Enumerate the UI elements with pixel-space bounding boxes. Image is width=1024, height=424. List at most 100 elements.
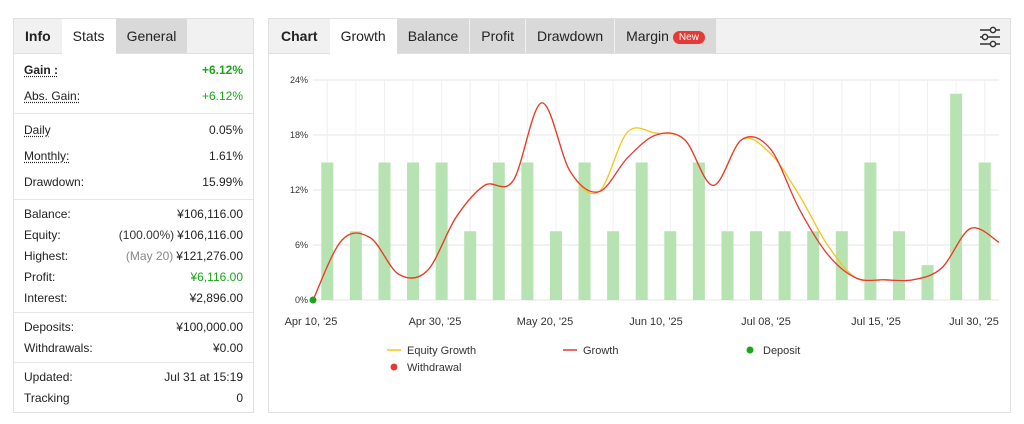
balance-value: ¥106,116.00 <box>177 206 243 221</box>
chart-bar[interactable] <box>721 231 734 300</box>
chart-bar[interactable] <box>950 93 963 300</box>
withdrawals-label: Withdrawals: <box>24 340 93 355</box>
daily-row: Daily 0.05% <box>14 117 253 143</box>
drawdown-value: 15.99% <box>202 175 243 189</box>
x-tick-label: Jul 15, '25 <box>851 316 901 328</box>
chart-bar[interactable] <box>464 231 477 300</box>
balance-label: Balance: <box>24 206 71 221</box>
chart-bar[interactable] <box>349 231 362 300</box>
tracking-value: 0 <box>236 390 243 405</box>
gain-row: Gain : +6.12% <box>14 57 253 83</box>
highest-row: Highest: (May 20) ¥121,276.00 <box>14 245 253 266</box>
chart-bar[interactable] <box>807 231 820 300</box>
y-tick-label: 18% <box>290 130 308 140</box>
y-tick-label: 12% <box>290 185 308 195</box>
x-tick-label: Jul 08, '25 <box>741 316 791 328</box>
equity-value: ¥106,116.00 <box>177 227 243 242</box>
legend-label[interactable]: Withdrawal <box>407 362 461 374</box>
growth-chart: 0% 6% 12% 18% 24% Apr 10, '25 Apr 30, '25 May 2… <box>285 75 1000 374</box>
chart-bar[interactable] <box>692 162 705 301</box>
x-tick-label: Apr 10, '25 <box>285 316 338 328</box>
chart-bar[interactable] <box>635 162 648 301</box>
withdrawals-row: Withdrawals: ¥0.00 <box>14 337 253 358</box>
x-tick-label: Jul 30, '25 <box>949 316 999 328</box>
deposits-value: ¥100,000.00 <box>176 319 243 334</box>
stats-panel: Info Stats General Gain : +6.12% Abs. Ga… <box>13 18 254 413</box>
updated-row: Updated: Jul 31 at 15:19 <box>14 366 253 387</box>
highest-label: Highest: <box>24 248 69 263</box>
tab-stats[interactable]: Stats <box>61 19 116 55</box>
chart-tabs: Chart Growth Balance Profit Drawdown Mar… <box>269 19 1010 55</box>
chart-bar[interactable] <box>607 231 620 300</box>
interest-row: Interest: ¥2,896.00 <box>14 287 253 308</box>
chart-bar[interactable] <box>921 265 934 300</box>
chart-bar[interactable] <box>549 231 562 300</box>
y-tick-label: 6% <box>295 240 308 250</box>
y-tick-label: 24% <box>290 75 308 85</box>
chart-bar[interactable] <box>864 162 877 301</box>
legend-label[interactable]: Equity Growth <box>407 345 476 357</box>
tab-margin[interactable]: Margin New <box>615 19 716 53</box>
chart-bar[interactable] <box>378 162 391 301</box>
monthly-row: Monthly: 1.61% <box>14 143 253 169</box>
deposit-point[interactable] <box>309 296 317 304</box>
chart-bar[interactable] <box>321 162 334 301</box>
tab-growth[interactable]: Growth <box>329 19 397 55</box>
daily-label[interactable]: Daily <box>24 123 51 137</box>
monthly-value: 1.61% <box>208 149 243 163</box>
legend-label[interactable]: Deposit <box>763 345 800 357</box>
y-tick-label: 0% <box>295 295 308 305</box>
chart-bar[interactable] <box>664 231 677 300</box>
drawdown-label: Drawdown: <box>24 175 85 189</box>
tab-drawdown[interactable]: Drawdown <box>525 19 616 53</box>
deposits-label: Deposits: <box>24 319 75 334</box>
tab-balance[interactable]: Balance <box>396 19 471 53</box>
equity-note: (100.00%) <box>118 227 175 242</box>
tab-margin-label: Margin <box>626 28 669 44</box>
x-tick-label: May 20, '25 <box>517 316 574 328</box>
profit-row: Profit: ¥6,116.00 <box>14 266 253 287</box>
chart-bar[interactable] <box>521 162 534 301</box>
deposits-group: Deposits: ¥100,000.00 Withdrawals: ¥0.00 <box>14 313 253 363</box>
balance-group: Balance: ¥106,116.00 Equity: (100.00%) ¥1… <box>14 200 253 313</box>
profit-value: ¥6,116.00 <box>190 269 244 284</box>
tab-profit[interactable]: Profit <box>470 19 526 53</box>
rates-group: Daily 0.05% Monthly: 1.61% Drawdown: 15.… <box>14 114 253 200</box>
drawdown-row: Drawdown: 15.99% <box>14 169 253 195</box>
chart-bar[interactable] <box>778 231 791 300</box>
growth-line[interactable] <box>312 102 1000 301</box>
gain-group: Gain : +6.12% Abs. Gain: +6.12% <box>14 54 253 114</box>
highest-note: (May 20) <box>125 248 174 263</box>
daily-value: 0.05% <box>208 123 243 137</box>
chart-bar[interactable] <box>750 231 763 300</box>
chart-panel: Chart Growth Balance Profit Drawdown Mar… <box>268 18 1011 413</box>
chart-bar[interactable] <box>492 162 505 301</box>
sliders-icon[interactable] <box>978 25 1002 49</box>
abs-gain-row: Abs. Gain: +6.12% <box>14 83 253 109</box>
chart-bar[interactable] <box>835 231 848 300</box>
legend-marker-dot <box>746 346 754 354</box>
balance-row: Balance: ¥106,116.00 <box>14 203 253 224</box>
highest-value: ¥121,276.00 <box>176 248 243 263</box>
chart-bar[interactable] <box>892 231 905 300</box>
gain-label[interactable]: Gain : <box>24 63 59 77</box>
chart-bar[interactable] <box>435 162 448 301</box>
highest-value-wrap: (May 20) ¥121,276.00 <box>126 249 243 263</box>
new-badge: New <box>672 31 705 44</box>
x-tick-label: Apr 30, '25 <box>409 316 462 328</box>
equity-value-wrap: (100.00%) ¥106,116.00 <box>119 228 243 242</box>
legend-label[interactable]: Growth <box>583 345 618 357</box>
tracking-row: Tracking 0 <box>14 387 253 408</box>
tab-general[interactable]: General <box>115 19 188 53</box>
chart-bar[interactable] <box>578 162 591 301</box>
tab-chart[interactable]: Chart <box>281 28 318 44</box>
tab-info[interactable]: Info <box>25 28 51 44</box>
growth-chart-area: 0% 6% 12% 18% 24% Apr 10, '25 Apr 30, '25 May 2… <box>269 55 1010 412</box>
abs-gain-label[interactable]: Abs. Gain: <box>24 89 81 103</box>
chart-bar[interactable] <box>407 162 420 301</box>
deposits-row: Deposits: ¥100,000.00 <box>14 316 253 337</box>
tracking-label: Tracking <box>24 390 70 405</box>
interest-label: Interest: <box>24 290 68 305</box>
equity-label: Equity: <box>24 227 61 242</box>
monthly-label[interactable]: Monthly: <box>24 149 70 163</box>
